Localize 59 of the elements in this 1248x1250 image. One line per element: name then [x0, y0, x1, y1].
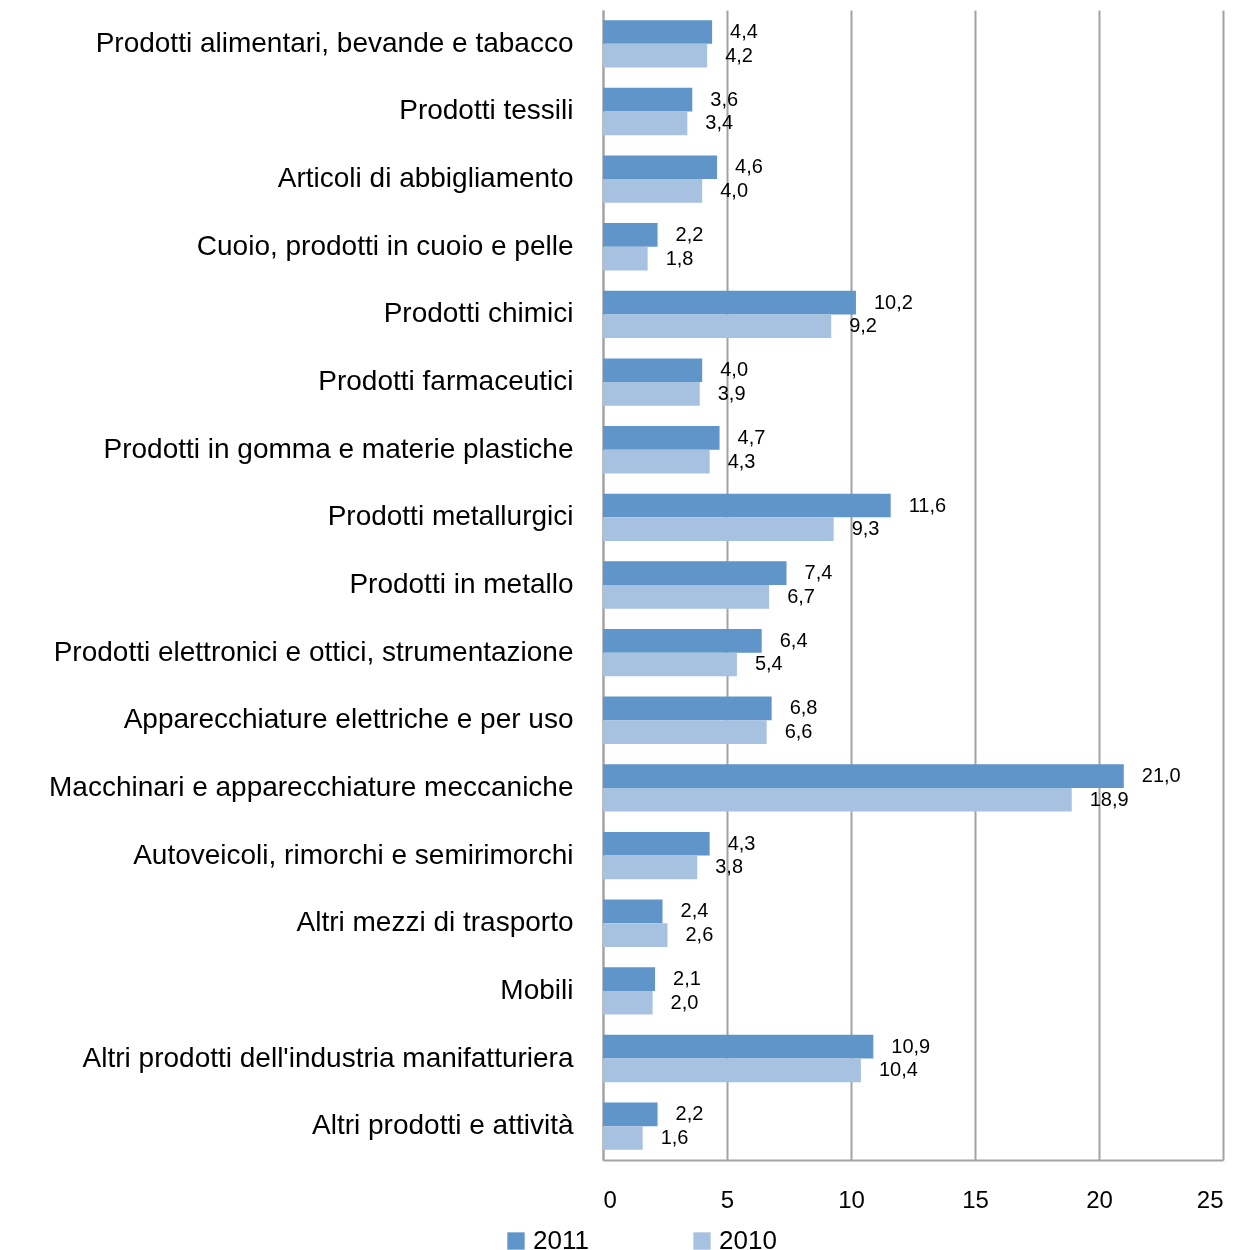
y-tick-label: Prodotti farmaceutici	[318, 365, 574, 397]
x-tick-label: 25	[1196, 1185, 1224, 1213]
y-tick-label: Altri mezzi di trasporto	[296, 906, 574, 938]
x-tick-label: 0	[603, 1185, 617, 1213]
data-label: 6,6	[784, 720, 813, 743]
y-tick-label: Mobili	[500, 973, 574, 1005]
data-label: 6,7	[787, 584, 815, 607]
y-tick-label: Prodotti in metallo	[349, 568, 574, 599]
x-tick-label: 20	[1086, 1185, 1113, 1213]
data-label: 4,3	[727, 831, 756, 854]
data-label: 9,2	[849, 314, 877, 337]
legend-label: 2011	[533, 1225, 589, 1250]
x-tick-label: 5	[720, 1185, 735, 1213]
y-tick-label: Altri prodotti dell'industria manifatturiera	[82, 1041, 574, 1073]
data-label: 3,4	[705, 111, 734, 134]
y-tick-label: Apparecchiature elettriche e per uso	[123, 703, 574, 735]
data-label: 11,6	[908, 493, 947, 516]
y-tick-label: Autoveicoli, rimorchi e semirimorchi	[133, 838, 574, 870]
x-tick-label: 10	[838, 1185, 865, 1213]
data-label: 4,7	[737, 425, 766, 448]
y-tick-label: Prodotti alimentari, bevande e tabacco	[95, 26, 574, 58]
data-label: 7,4	[804, 561, 833, 584]
legend-label: 2010	[719, 1225, 777, 1250]
data-label: 4,4	[730, 19, 758, 42]
y-tick-label: Prodotti elettronici e ottici, strumentazione	[53, 635, 574, 667]
data-label: 6,4	[779, 628, 808, 651]
data-label: 2,2	[675, 1102, 704, 1125]
data-label: 3,9	[717, 381, 746, 404]
data-label: 2,2	[675, 222, 704, 245]
y-tick-label: Cuoio, prodotti in cuoio e pelle	[196, 229, 574, 261]
data-label: 9,3	[851, 517, 880, 540]
y-tick-label: Prodotti tessili	[399, 94, 574, 126]
y-tick-label: Prodotti in gomma e materie plastiche	[103, 432, 574, 464]
data-label: 1,8	[665, 246, 694, 269]
y-tick-label: Prodotti metallurgici	[327, 500, 574, 532]
data-label: 3,6	[710, 87, 739, 110]
data-label: 10,9	[891, 1034, 931, 1057]
x-tick-label: 15	[962, 1185, 989, 1213]
data-label: 10,2	[873, 290, 913, 313]
data-label: 1,6	[660, 1126, 689, 1149]
data-label: 4,0	[720, 358, 749, 381]
data-label: 4,6	[735, 155, 763, 178]
data-label: 2,4	[680, 899, 709, 922]
data-label: 4,3	[727, 449, 756, 472]
y-tick-label: Altri prodotti e attività	[312, 1109, 574, 1141]
data-label: 6,8	[789, 696, 818, 719]
data-label: 4,2	[725, 43, 753, 66]
y-tick-label: Macchinari e apparecchiature meccaniche	[49, 770, 574, 802]
data-label: 3,8	[715, 855, 744, 878]
data-label: 2,6	[685, 923, 714, 946]
data-label: 10,4	[878, 1058, 918, 1081]
data-label: 18,9	[1089, 787, 1129, 810]
data-label: 5,4	[754, 652, 783, 675]
y-tick-label: Prodotti chimici	[383, 297, 574, 329]
data-label: 2,1	[673, 967, 701, 990]
data-label: 2,0	[670, 990, 699, 1013]
y-tick-label: Articoli di abbigliamento	[277, 162, 574, 194]
data-label: 4,0	[720, 178, 749, 201]
data-label: 21,0	[1141, 764, 1181, 787]
